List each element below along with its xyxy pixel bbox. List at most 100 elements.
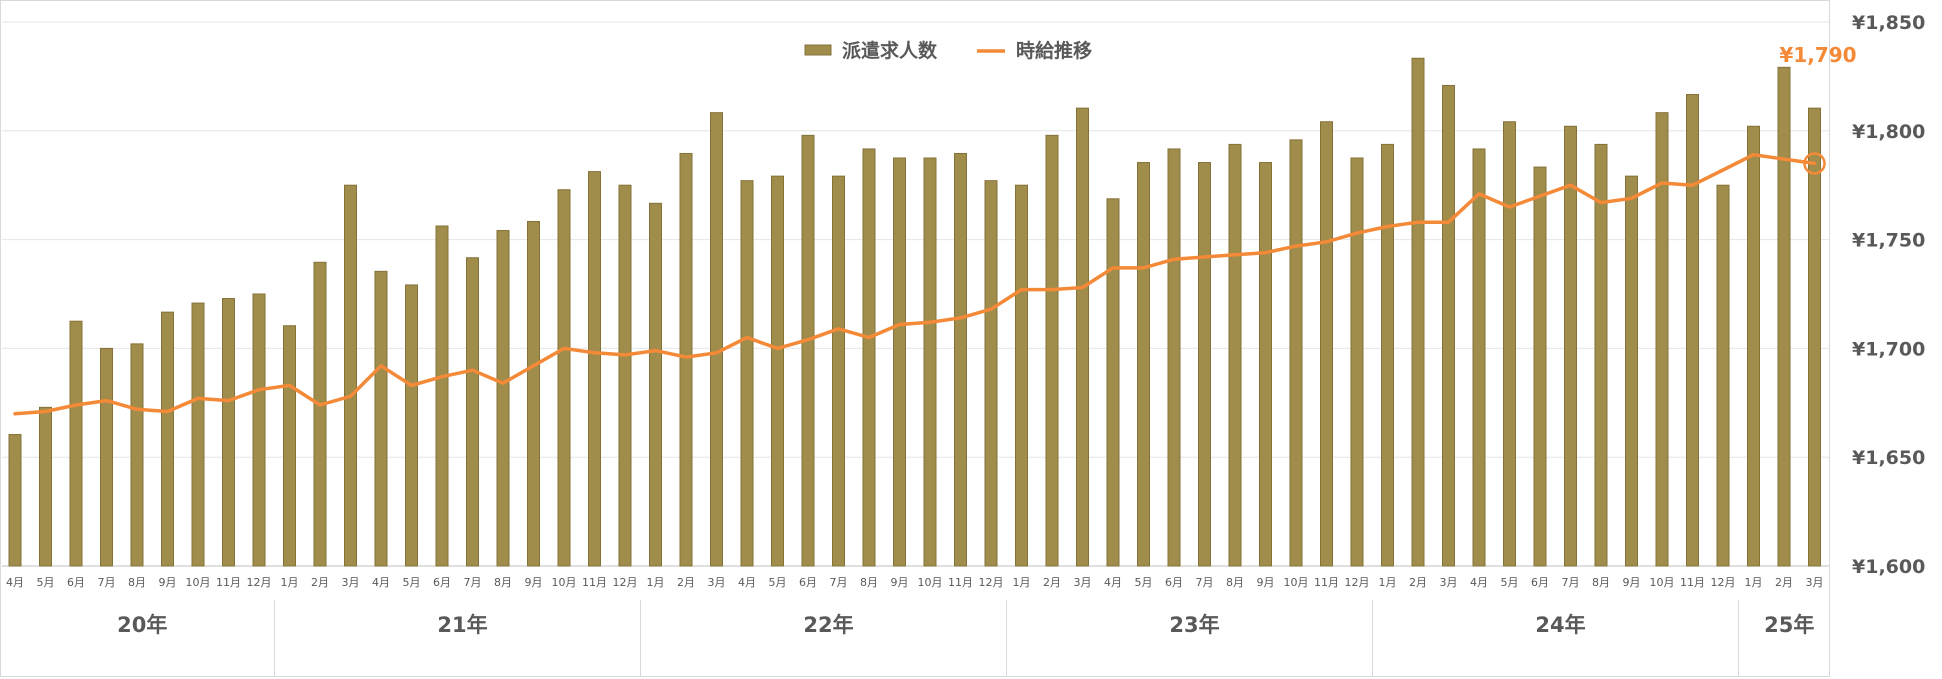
line-layer [13,152,1826,416]
month-tick-label: 5月 [1501,576,1519,589]
bar-job-count [1716,184,1730,567]
wage-point [1630,197,1633,200]
month-tick-label: 5月 [769,576,787,589]
bar-job-count [1045,134,1059,567]
bar-job-count [1167,148,1181,567]
wage-point [349,395,352,398]
wage-point [1752,153,1755,156]
month-tick-label: 2月 [1775,576,1793,589]
wage-point [379,364,383,368]
month-tick-label: 10月 [1650,576,1675,589]
wage-point [715,351,718,354]
wage-point [1569,184,1572,187]
bar-job-count [1655,112,1669,567]
wage-point [105,399,108,402]
month-tick-label: 1月 [647,576,665,589]
month-tick-label: 10月 [918,576,943,589]
wage-point [1660,181,1664,185]
month-tick-label: 7月 [98,576,116,589]
bar-job-count [191,302,205,567]
wage-point [1172,257,1176,261]
wage-point [318,403,322,407]
bar-job-count [313,261,327,567]
bar-job-count [1350,157,1364,567]
last-value-annotation: ¥1,790 [1779,43,1856,67]
month-tick-label: 2月 [1409,576,1427,589]
wage-point [288,384,291,387]
legend-bar-swatch [804,44,832,56]
last-point-highlight [1803,152,1826,175]
month-tick-label: 5月 [403,576,421,589]
bar-job-count [618,184,632,567]
bar-job-count [222,298,235,567]
bar-job-count [832,175,845,567]
month-tick-label: 1月 [281,576,299,589]
bar-job-count [100,347,113,567]
legend-bar-label: 派遣求人数 [842,39,938,62]
bar-job-count [1137,162,1150,567]
wage-point [1264,251,1267,254]
month-tick-label: 4月 [372,576,390,589]
y-tick-label: ¥1,850 [1852,12,1925,34]
month-tick-label: 6月 [433,576,451,589]
bar-job-count [161,311,174,567]
month-tick-label: 1月 [1013,576,1031,589]
wage-point [928,321,932,324]
bar-job-count [69,320,83,567]
wage-point [135,408,139,411]
wage-point [745,336,749,339]
month-tick-label: 3月 [1440,576,1458,589]
wage-point [74,403,78,407]
month-tick-label: 8月 [860,576,878,589]
bar-job-count [466,257,479,567]
bar-job-count [1594,143,1608,567]
bar-job-count [1259,162,1272,567]
wage-point [1477,192,1481,196]
month-tick-label: 12月 [979,576,1004,589]
bar-job-count [1503,121,1516,567]
wage-series-line [13,152,1817,416]
bar-job-count [527,220,540,567]
bar-job-count [740,180,754,567]
bar-job-count [39,406,52,567]
wage-point [1294,244,1298,248]
legend: 派遣求人数 時給推移 [804,39,1092,62]
grid-layer [2,21,1829,567]
bar-job-count [679,152,693,567]
year-group-label: 24年 [1535,613,1585,637]
wage-point [1721,168,1725,172]
wage-point [1599,201,1603,204]
bar-job-count [1564,125,1577,567]
bar-job-count [1411,57,1425,567]
y-tick-label: ¥1,700 [1852,338,1925,360]
bar-job-count [1533,166,1547,567]
bars-layer [8,57,1821,567]
bar-job-count [1076,107,1089,567]
wage-point [1111,266,1115,270]
month-tick-label: 1月 [1745,576,1763,589]
bar-job-count [1228,143,1242,567]
month-tick-label: 9月 [159,576,177,589]
month-tick-label: 3月 [1806,576,1824,589]
wage-point [410,384,413,387]
bar-job-count [1015,184,1028,567]
bar-job-count [1198,162,1211,567]
bar-job-count [344,184,357,567]
month-tick-label: 11月 [1314,576,1339,589]
wage-point [440,375,444,378]
y-tick-label: ¥1,600 [1852,556,1925,578]
y-tick-label: ¥1,650 [1852,447,1925,469]
bar-job-count [374,270,388,567]
month-tick-label: 7月 [830,576,848,589]
wage-point [196,397,200,400]
month-tick-label: 2月 [311,576,329,589]
bar-job-count [923,157,937,567]
month-tick-label: 3月 [1074,576,1092,589]
wage-point [867,336,871,339]
month-tick-label: 8月 [1226,576,1244,589]
month-tick-label: 8月 [1592,576,1610,589]
wage-point [1203,255,1206,259]
wage-point [1416,220,1420,224]
wage-point [898,323,901,326]
